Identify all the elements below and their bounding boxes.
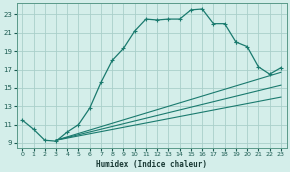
X-axis label: Humidex (Indice chaleur): Humidex (Indice chaleur) — [96, 159, 207, 169]
